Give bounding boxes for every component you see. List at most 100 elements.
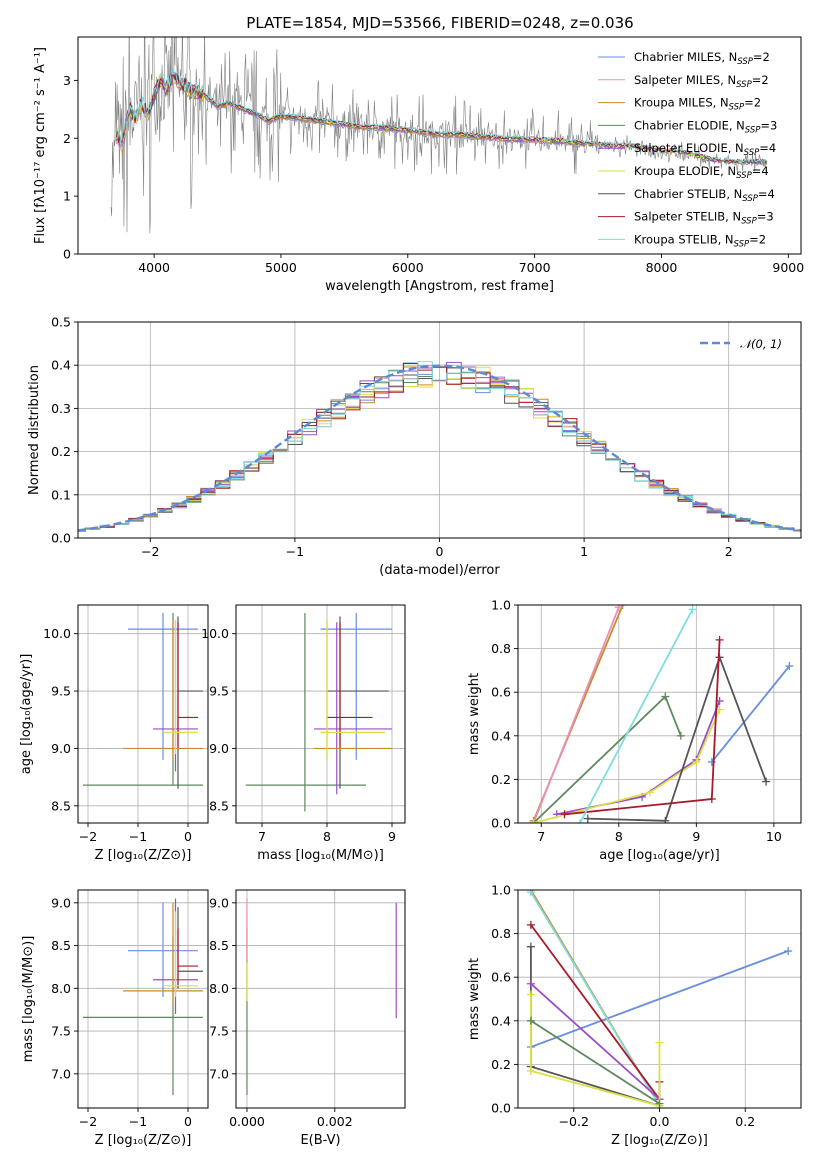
weight-line: [530, 983, 661, 1100]
spectrum-legend: Chabrier MILES, NSSP=2 Salpeter MILES, NS…: [598, 50, 777, 249]
series-kroupa-miles: [529, 605, 627, 823]
series-kroupa-elodie: [529, 705, 724, 823]
weight-line: [530, 1020, 660, 1105]
point-chabrier-stelib: [177, 616, 203, 789]
plus-marker: [785, 662, 794, 671]
x-axis-label: (data-model)/error: [379, 563, 500, 578]
point-chabrier-elodie: [83, 937, 203, 1096]
x-tick-label: 0.000: [229, 1114, 265, 1129]
x-tick-label: −2: [79, 1114, 97, 1129]
x-tick-label: 0.2: [735, 1114, 755, 1129]
plus-marker: [655, 1038, 664, 1047]
x-tick-label: 6000: [392, 260, 424, 275]
x-tick-label: 1: [580, 544, 588, 559]
y-tick-label: 2: [63, 131, 71, 146]
point-kroupa-elodie: [163, 911, 198, 997]
plus-marker: [707, 795, 716, 804]
point-kroupa-elodie: [163, 619, 198, 755]
x-tick-label: 5000: [265, 260, 297, 275]
y-tick-label: 0.8: [491, 641, 511, 656]
x-axis-label: mass [log₁₀(M/M⊙)]: [257, 848, 384, 863]
x-tick-label: −1: [129, 829, 147, 844]
point-chabrier-elodie: [245, 613, 366, 812]
legend-label: Salpeter MILES, NSSP=2: [634, 73, 769, 90]
y-tick-label: 10.0: [43, 626, 71, 641]
panel-age_vs_Z: −2 −1 0 8.5 9.0 9.5 10.0 Z [log₁₀(Z/Z⊙)] age [lo…: [19, 604, 209, 863]
observed-spectrum: [110, 37, 767, 234]
point-chabrier-miles: [128, 613, 198, 760]
panel-mass_vs_EBV: 0.000 0.002 7.0 7.5 8.0 8.5 9.0 E(B-V): [209, 889, 406, 1148]
y-tick-label: 9.0: [51, 741, 71, 756]
x-tick-label: −2: [79, 829, 97, 844]
model-spectrum-kroupa-stelib: [115, 68, 768, 163]
y-tick-label: 9.5: [51, 684, 71, 699]
y-tick-label: 0.8: [491, 926, 511, 941]
y-axis-label: Flux [fλ10⁻¹⁷ erg cm⁻² s⁻¹ A⁻¹]: [33, 47, 48, 244]
gaussian-curve: [78, 364, 801, 532]
x-tick-label: 4000: [138, 260, 170, 275]
plot-area-weight_vs_age: [529, 605, 794, 823]
point-kroupa-miles: [123, 902, 203, 1006]
point-kroupa-miles: [314, 619, 392, 760]
y-tick-label: 0.0: [491, 1101, 511, 1116]
y-axis-label: mass weight: [467, 673, 482, 755]
y-tick-label: 0.1: [51, 487, 71, 502]
plus-marker: [526, 1066, 535, 1075]
y-tick-label: 8.0: [209, 981, 229, 996]
x-axis-label: Z [log₁₀(Z/Z⊙)]: [611, 1133, 708, 1148]
y-axis-label: mass weight: [467, 958, 482, 1040]
y-tick-label: 7.5: [209, 1024, 229, 1039]
y-tick-label: 8.5: [51, 938, 71, 953]
y-tick-label: 1.0: [491, 598, 511, 613]
series-kroupa-stelib: [576, 605, 697, 823]
plus-marker: [762, 777, 771, 786]
plus-marker: [526, 920, 535, 929]
plot-area-mass_vs_EBV: [246, 898, 397, 1096]
plus-marker: [560, 810, 569, 819]
series-chabrier-miles: [707, 662, 794, 766]
axes-frame: [77, 604, 209, 824]
y-axis-label: mass [log₁₀(M/M⊙)]: [21, 936, 36, 1063]
panel-spectrum: Chabrier MILES, NSSP=2 Salpeter MILES, NS…: [33, 36, 804, 294]
weight-line: [587, 654, 767, 822]
panel-weight_vs_age: 7 8 9 10 0.0 0.2 0.4 0.6 0.8 1.0 age [log₁₀(age/yr…: [467, 598, 802, 863]
series-chabrier-elodie: [526, 1016, 664, 1108]
y-tick-label: 7.5: [51, 1024, 71, 1039]
weight-line: [579, 608, 694, 823]
y-tick-label: 0.4: [491, 728, 511, 743]
weight-line: [530, 950, 789, 1048]
x-axis-label: age [log₁₀(age/yr)]: [599, 848, 720, 863]
y-tick-label: 0: [63, 247, 71, 262]
x-tick-label: 7: [537, 829, 545, 844]
x-tick-label: −1: [286, 544, 304, 559]
x-axis-label: E(B-V): [300, 1133, 340, 1148]
histogram-kroupa-stelib: [78, 361, 801, 532]
plus-marker: [526, 890, 535, 897]
legend-label: Kroupa ELODIE, NSSP=4: [634, 164, 769, 181]
y-tick-label: 0.4: [491, 1013, 511, 1028]
plus-marker: [614, 605, 623, 612]
legend-label: Chabrier MILES, NSSP=2: [634, 50, 770, 67]
legend-label: 𝒩(0, 1): [740, 337, 782, 351]
y-tick-label: 0.4: [51, 358, 71, 373]
y-tick-label: 8.0: [51, 981, 71, 996]
plot-area-spectrum: [110, 37, 768, 234]
series-chabrier-elodie: [529, 692, 685, 823]
x-tick-label: 9: [692, 829, 700, 844]
axes-frame: [235, 889, 406, 1109]
plot-area-age_vs_mass: [245, 613, 392, 812]
y-tick-label: 10.0: [201, 626, 229, 641]
x-tick-label: 10: [766, 829, 782, 844]
x-tick-label: 0: [436, 544, 444, 559]
plus-marker: [688, 605, 697, 614]
y-tick-label: 1: [63, 189, 71, 204]
legend-label: Kroupa STELIB, NSSP=2: [634, 232, 766, 249]
axes-frame: [235, 604, 406, 824]
y-tick-label: 7.0: [51, 1066, 71, 1081]
panel-age_vs_mass: 7 8 9 8.5 9.0 9.5 10.0 mass [log₁₀(M/M⊙)]: [201, 604, 406, 863]
plus-marker: [645, 788, 654, 797]
point-chabrier-elodie: [83, 613, 203, 786]
weight-line: [533, 709, 721, 823]
weight-line: [532, 606, 620, 823]
plus-marker: [661, 816, 670, 823]
